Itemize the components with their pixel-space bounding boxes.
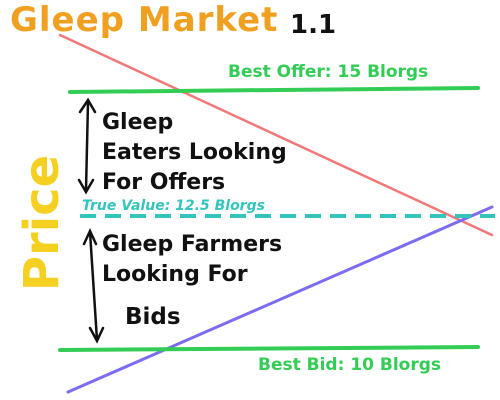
eaters-line-2: Eaters Looking bbox=[102, 140, 287, 165]
eaters-line-3: For Offers bbox=[102, 170, 226, 195]
offer-curve bbox=[58, 33, 494, 237]
farmers-line-2: Looking For bbox=[102, 262, 248, 287]
farmers-annotation: Gleep Farmers Looking For bbox=[102, 230, 282, 290]
best-offer-label: Best Offer: 15 Blorgs bbox=[228, 62, 429, 82]
bid-curve bbox=[66, 205, 494, 394]
diagram-title: Gleep Market bbox=[10, 0, 279, 40]
best-bid-line bbox=[58, 345, 480, 352]
diagram-version: 1.1 bbox=[290, 10, 337, 40]
eaters-annotation: Gleep Eaters Looking For Offers bbox=[102, 108, 287, 198]
best-bid-label: Best Bid: 10 Blorgs bbox=[258, 355, 442, 375]
farmers-arrow bbox=[82, 228, 105, 344]
eaters-arrow bbox=[77, 97, 97, 195]
farmers-line-3: Bids bbox=[125, 304, 181, 330]
best-offer-line bbox=[68, 86, 480, 94]
farmers-line-1: Gleep Farmers bbox=[102, 232, 283, 257]
true-value-label: True Value: 12.5 Blorgs bbox=[82, 198, 265, 214]
eaters-line-1: Gleep bbox=[102, 110, 174, 135]
y-axis-label: Price bbox=[14, 154, 70, 292]
